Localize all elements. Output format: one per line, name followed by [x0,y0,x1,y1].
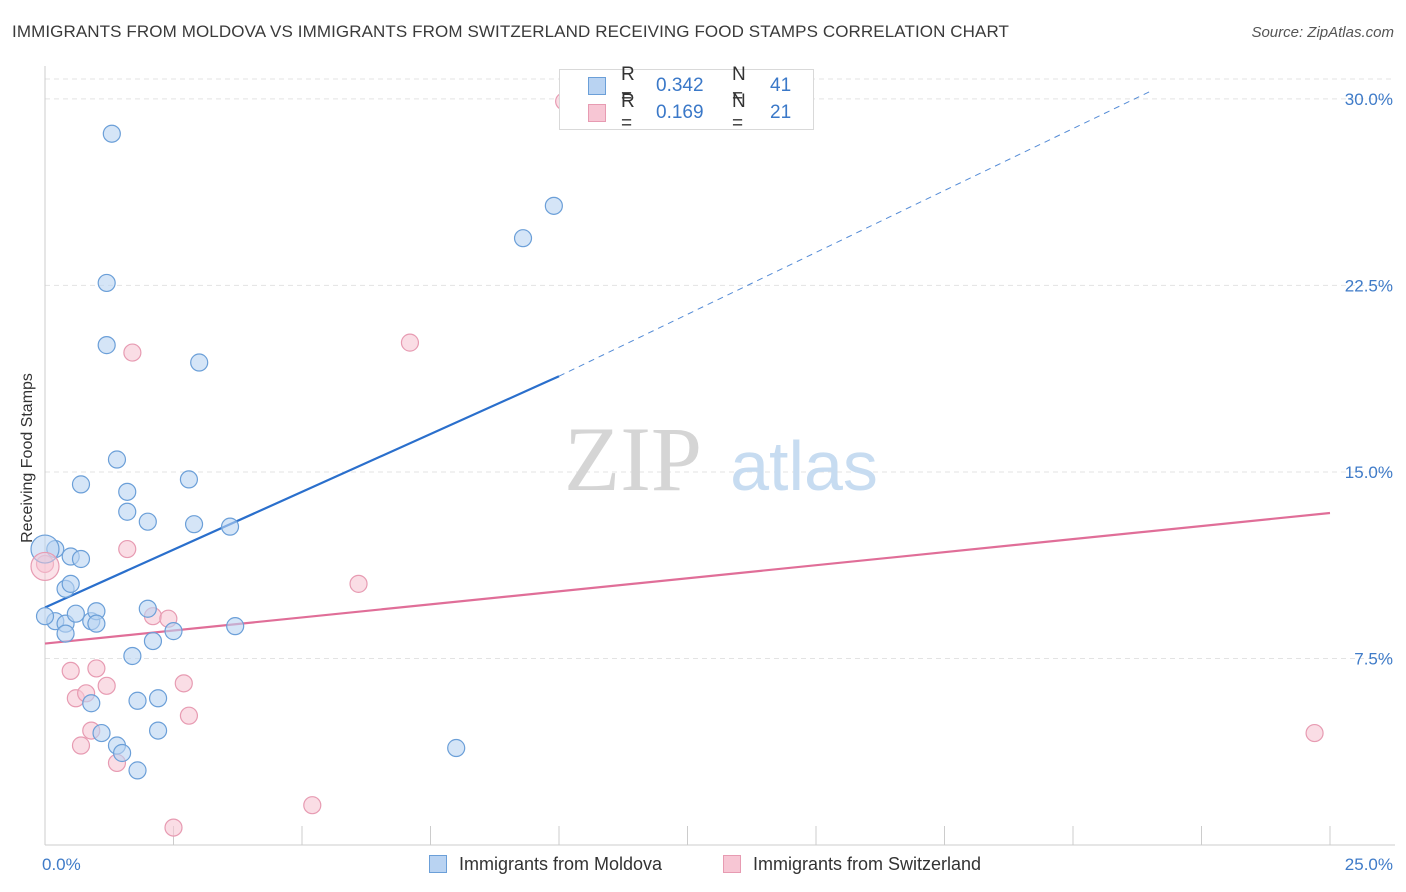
moldova-point [92,723,111,743]
moldova-point [226,617,245,636]
tick-labels: 7.5% 15.0% 22.5% 30.0% 0.0% 25.0% [42,90,1393,874]
moldova-point [118,502,137,521]
legend-n-label: N = [732,64,746,107]
moldova-legend-label: Immigrants from Moldova [459,853,663,874]
y-tick-label: 30.0% [1345,90,1393,109]
switzerland-trend-line [44,511,1331,645]
moldova-point [61,574,80,593]
moldova-point [56,624,75,643]
switzerland-point [71,736,91,755]
watermark: ZIP atlas [564,408,878,510]
moldova-point [179,470,199,489]
switzerland-point [97,676,116,695]
switzerland-legend-swatch [723,855,741,873]
moldova-point [71,475,91,494]
moldova-point [143,631,163,651]
moldova-point [87,614,106,633]
legend-r-label: R = [621,91,635,134]
moldova-point [447,738,466,758]
watermark-atlas: atlas [730,427,878,505]
bottom-legend-moldova: Immigrants from Moldova [429,852,662,876]
switzerland-point [179,706,199,725]
switzerland-legend-label: Immigrants from Switzerland [753,853,982,874]
switzerland-point [123,343,142,362]
bottom-legend-switzerland: Immigrants from Switzerland [723,852,981,876]
moldova-point [66,604,85,623]
switzerland-point [1305,723,1324,743]
moldova-trend-extension [558,90,1151,377]
moldova-point [190,353,209,372]
switzerland-point [61,661,80,681]
moldova-point [102,124,121,143]
switzerland-swatch [588,104,606,122]
switzerland-point [349,574,368,593]
legend-r-label: R = [621,64,635,107]
moldova-point [118,482,137,501]
y-tick-label: 7.5% [1354,649,1393,668]
moldova-point [220,517,240,536]
moldova-point [112,743,132,763]
moldova-point [184,515,204,534]
moldova-point [128,691,147,710]
switzerland-point [118,539,137,559]
moldova-point [148,689,168,708]
moldova-point [35,607,55,626]
x-tick-label: 0.0% [42,855,81,874]
axes [44,66,1395,846]
moldova-point [97,336,116,355]
y-tick-label: 22.5% [1345,276,1393,295]
moldova-point [107,450,127,469]
y-tick-label: 15.0% [1345,463,1393,482]
x-tick-label: 25.0% [1345,855,1393,874]
chart-title: IMMIGRANTS FROM MOLDOVA VS IMMIGRANTS FR… [12,22,1010,41]
moldova-point [82,694,101,713]
trend-lines [44,90,1331,645]
moldova-legend-swatch [429,855,447,873]
legend-n-value: 21 [770,102,792,123]
legend-r-value: 0.169 [656,102,704,123]
moldova-point [164,622,183,641]
moldova-point [544,196,563,215]
moldova-point [71,549,91,569]
moldova-point [148,721,168,740]
moldova-trend-line [44,375,560,609]
data-points [30,92,1324,837]
watermark-zip: ZIP [564,408,702,510]
legend-n-label: N = [732,91,746,134]
switzerland-point [174,674,193,693]
grid-lines [45,78,1395,659]
legend-r-value: 0.342 [656,75,704,96]
source-label: Source: ZipAtlas.com [1251,24,1394,41]
switzerland-point [400,333,420,352]
switzerland-point [164,818,183,837]
moldova-point [128,761,147,780]
moldova-point [138,512,157,531]
switzerland-point [87,659,106,678]
correlation-legend: R = 0.342 N = 41 R = 0.169 N = 21 [559,64,814,134]
moldova-point [138,599,157,618]
legend-n-value: 41 [770,75,792,96]
switzerland-point [303,796,322,815]
moldova-swatch [588,77,606,95]
moldova-point [123,646,142,666]
moldova-point [97,273,116,293]
switzerland-point [30,551,60,582]
moldova-point [513,229,533,248]
